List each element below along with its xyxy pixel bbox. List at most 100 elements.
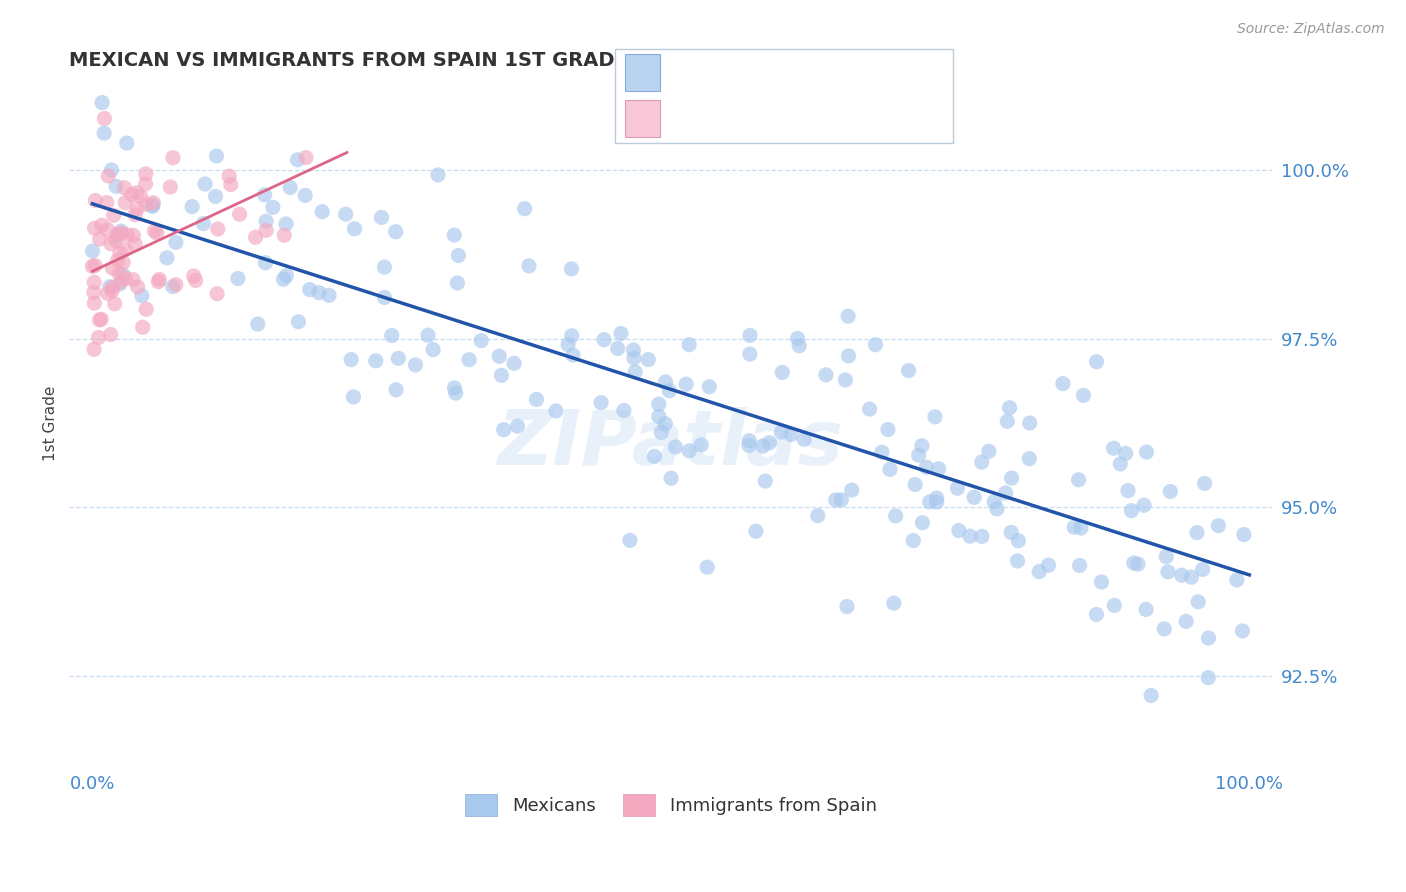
Point <box>841 483 863 497</box>
Point <box>1018 416 1040 430</box>
Point <box>294 188 316 202</box>
Point <box>488 349 510 363</box>
Point <box>884 508 907 523</box>
Point <box>491 368 513 383</box>
Point <box>165 235 187 250</box>
Point <box>165 277 187 292</box>
Point <box>925 495 948 509</box>
Point <box>1175 615 1198 629</box>
Point <box>89 232 111 246</box>
Point <box>96 195 118 210</box>
Point <box>287 153 309 167</box>
Point <box>273 272 295 286</box>
Point <box>1180 570 1202 584</box>
Point <box>1121 503 1143 517</box>
Point <box>112 255 135 269</box>
Point <box>207 222 229 236</box>
Point <box>162 279 184 293</box>
Legend: Mexicans, Immigrants from Spain: Mexicans, Immigrants from Spain <box>458 787 884 823</box>
Point <box>205 286 228 301</box>
Point <box>254 223 277 237</box>
Point <box>946 481 969 495</box>
Point <box>124 208 146 222</box>
Point <box>107 253 129 268</box>
Point <box>643 450 665 464</box>
Point <box>1126 557 1149 571</box>
Point <box>1187 595 1209 609</box>
Point <box>1157 565 1180 579</box>
Point <box>1191 562 1213 576</box>
Point <box>915 460 938 475</box>
Point <box>193 217 215 231</box>
Point <box>254 214 277 228</box>
Point <box>911 439 934 453</box>
Point <box>135 167 157 181</box>
Point <box>793 433 815 447</box>
Text: N =: N = <box>825 110 862 128</box>
Point <box>83 343 105 357</box>
Point <box>446 276 468 290</box>
Point <box>82 244 104 258</box>
Point <box>970 455 993 469</box>
Point <box>1122 556 1144 570</box>
Point <box>637 352 659 367</box>
Point <box>1115 446 1137 460</box>
Point <box>145 226 167 240</box>
Point <box>107 227 129 241</box>
Point <box>1233 527 1256 541</box>
Point <box>838 349 860 363</box>
Point <box>458 352 481 367</box>
Point <box>1052 376 1074 391</box>
Point <box>858 402 880 417</box>
Point <box>1140 689 1163 703</box>
Point <box>907 448 929 462</box>
Point <box>114 243 136 257</box>
Text: ZIPatlas: ZIPatlas <box>498 407 844 481</box>
Point <box>93 112 115 126</box>
Point <box>738 438 761 452</box>
Text: Source: ZipAtlas.com: Source: ZipAtlas.com <box>1237 22 1385 37</box>
Point <box>506 419 529 434</box>
Point <box>194 177 217 191</box>
Point <box>780 427 803 442</box>
Point <box>883 596 905 610</box>
Point <box>129 189 152 203</box>
Point <box>1070 521 1092 535</box>
Point <box>752 439 775 453</box>
Text: R =: R = <box>673 110 710 128</box>
FancyBboxPatch shape <box>626 100 659 137</box>
Point <box>621 343 644 357</box>
Point <box>492 423 515 437</box>
Point <box>1090 575 1112 590</box>
Point <box>1063 520 1085 534</box>
Point <box>1232 624 1254 638</box>
Point <box>101 284 124 298</box>
Point <box>963 491 986 505</box>
Point <box>274 217 297 231</box>
Point <box>986 501 1008 516</box>
Point <box>364 354 387 368</box>
Point <box>245 230 267 244</box>
Point <box>101 280 124 294</box>
Point <box>1135 602 1157 616</box>
Point <box>98 279 121 293</box>
Point <box>897 363 920 377</box>
Point <box>1085 607 1108 622</box>
Point <box>443 381 465 395</box>
Point <box>925 491 948 505</box>
Point <box>1069 558 1091 573</box>
Point <box>108 277 131 291</box>
Point <box>560 261 582 276</box>
Point <box>678 337 700 351</box>
Point <box>517 259 540 273</box>
Point <box>108 245 131 260</box>
Point <box>1000 525 1022 540</box>
Point <box>824 493 846 508</box>
Point <box>381 328 404 343</box>
Point <box>1133 498 1156 512</box>
Point <box>624 365 647 379</box>
Point <box>226 271 249 285</box>
Point <box>589 395 612 409</box>
Point <box>1001 471 1024 485</box>
Point <box>114 195 136 210</box>
